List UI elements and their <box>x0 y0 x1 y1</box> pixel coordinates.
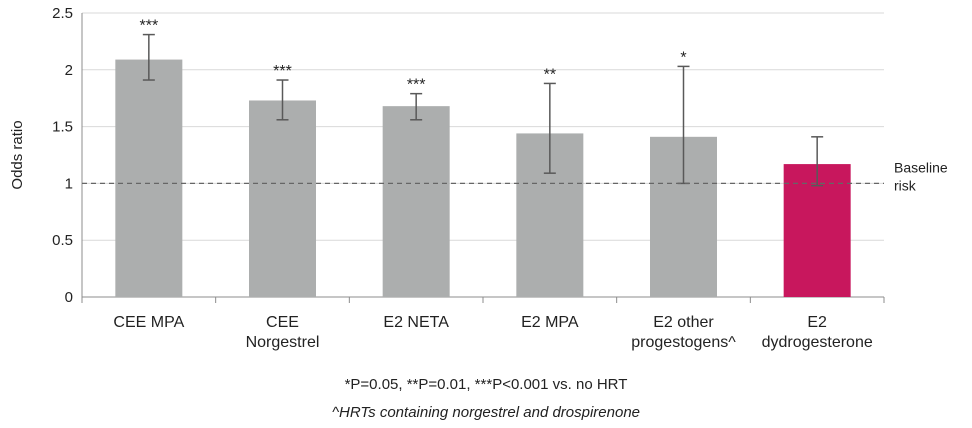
x-tick-label: E2 dydrogesterone <box>762 314 873 351</box>
x-tick-label-line: Norgestrel <box>246 334 320 351</box>
significance-label: *** <box>273 63 292 80</box>
y-tick-label: 2 <box>65 62 73 79</box>
x-tick-label-line: progestogens^ <box>631 334 736 351</box>
x-tick-label: E2 NETA <box>383 314 449 331</box>
x-tick-label: CEE Norgestrel <box>246 314 320 351</box>
x-tick-label: E2 MPA <box>521 314 579 331</box>
significance-label: *** <box>407 77 426 94</box>
x-tick-label-line: E2 other <box>653 314 714 331</box>
y-axis-label: Odds ratio <box>9 120 26 189</box>
x-tick-label-line: E2 MPA <box>521 314 579 331</box>
significance-label: ** <box>544 66 556 83</box>
x-tick-label: E2 other progestogens^ <box>631 314 736 351</box>
bar <box>115 59 183 297</box>
significance-footnote: *P=0.05, **P=0.01, ***P<0.001 vs. no HRT <box>344 376 628 393</box>
x-tick-label-line: E2 NETA <box>383 314 449 331</box>
bar <box>249 100 316 297</box>
baseline-label-line: risk <box>894 177 917 193</box>
significance-label: *** <box>139 18 158 35</box>
y-tick-label: 0 <box>65 289 73 306</box>
baseline-label-line: Baseline <box>894 159 948 175</box>
baseline-label: Baseline risk <box>894 159 948 193</box>
x-tick-label-line: E2 <box>807 314 827 331</box>
x-tick-label: CEE MPA <box>113 314 184 331</box>
x-tick-label-line: CEE <box>266 314 299 331</box>
bar <box>382 106 450 297</box>
y-tick-label: 1.5 <box>52 119 73 136</box>
x-tick-label-line: CEE MPA <box>113 314 184 331</box>
y-tick-label: 1 <box>65 175 73 192</box>
y-tick-label: 2.5 <box>52 5 73 22</box>
x-tick-label-line: dydrogesterone <box>762 334 873 351</box>
significance-label: * <box>680 49 686 66</box>
y-tick-label: 0.5 <box>52 232 73 249</box>
hrt-footnote: ^HRTs containing norgestrel and drospire… <box>331 404 641 421</box>
